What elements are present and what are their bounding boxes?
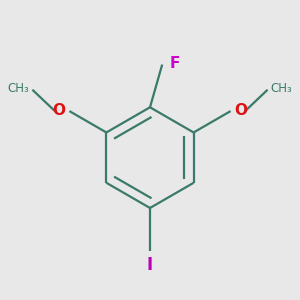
- Text: CH₃: CH₃: [8, 82, 29, 95]
- Text: O: O: [234, 103, 248, 118]
- Text: F: F: [170, 56, 180, 71]
- Text: O: O: [52, 103, 66, 118]
- Text: I: I: [147, 256, 153, 274]
- Text: CH₃: CH₃: [271, 82, 292, 95]
